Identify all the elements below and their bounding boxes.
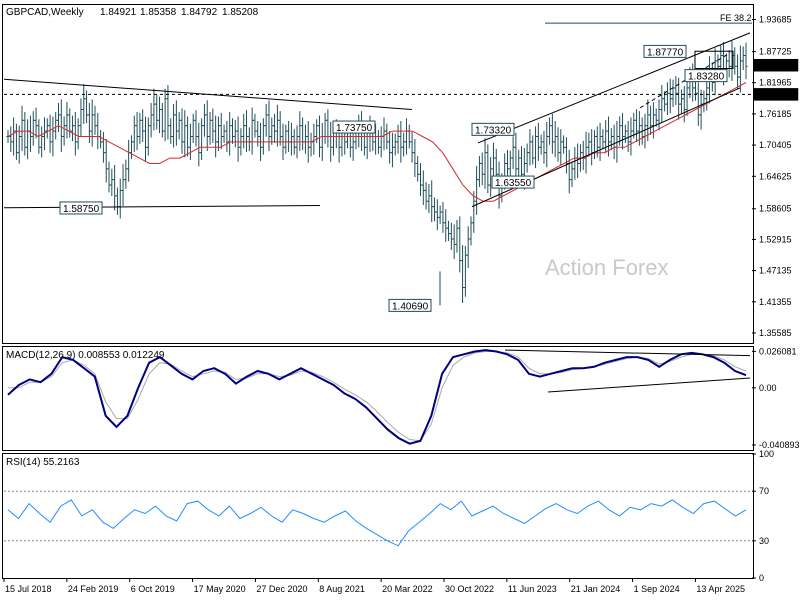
price-annotation: 1.87770 xyxy=(643,44,687,58)
price-y-axis-tick-label: 1.87725 xyxy=(759,47,792,57)
price-annotation-box xyxy=(684,69,728,83)
price-y-axis-tick-label: 1.41355 xyxy=(759,297,792,307)
x-axis-tick-label: 15 Jul 2018 xyxy=(5,584,52,594)
rsi-panel-frame xyxy=(2,453,754,579)
price-annotation-box xyxy=(491,175,535,189)
price-y-axis-tick-label: 1.93685 xyxy=(759,14,792,24)
price-panel-frame xyxy=(2,4,754,344)
macd-signal-line xyxy=(8,351,747,442)
marked-level-tag: 1.79800 xyxy=(753,88,799,101)
price-annotation: 1.73320 xyxy=(471,122,515,136)
fe-label: FE 38.2 xyxy=(720,13,752,23)
price-annotation: 1.63550 xyxy=(491,175,535,189)
price-y-axis-tick-label: 1.81965 xyxy=(759,78,792,88)
rsi-y-axis-tick-label: 30 xyxy=(759,536,769,546)
price-annotation-box xyxy=(643,44,687,58)
price-annotation-label: 1.40690 xyxy=(392,301,429,312)
consolidation-box xyxy=(694,50,734,69)
price-annotation-box xyxy=(471,122,515,136)
triangle-upper-trendline xyxy=(3,78,413,111)
price-panel: 1.87770 1.83280 1.73320 1.63550 1.73750 1.587… xyxy=(3,13,752,312)
axes: 1.93685 1.87725 1.81965 1.76185 1.70405 1.646… xyxy=(3,14,800,594)
price-annotation: 1.83280 xyxy=(684,69,728,83)
price-annotation-label: 1.63550 xyxy=(495,178,532,189)
price-y-axis-tick-label: 1.64625 xyxy=(759,171,792,181)
rsi-y-axis-tick-label: 70 xyxy=(759,486,769,496)
macd-panel-frame xyxy=(2,346,754,451)
macd-y-axis-tick-label: 0.00 xyxy=(759,383,777,393)
price-annotation-label: 1.73750 xyxy=(336,123,373,134)
macd-label: MACD(12,26,9) 0.008553 0.012249 xyxy=(6,350,165,361)
x-axis-tick-label: 20 Mar 2022 xyxy=(382,584,433,594)
x-axis-tick-label: 1 Sep 2024 xyxy=(634,584,680,594)
price-annotation-label: 1.73320 xyxy=(475,125,512,136)
x-axis-tick-label: 17 May 2020 xyxy=(194,584,246,594)
price-annotation-box xyxy=(388,298,432,312)
x-axis-tick-label: 27 Dec 2020 xyxy=(256,584,307,594)
x-axis-tick-label: 24 Feb 2019 xyxy=(68,584,119,594)
price-annotation-label: 1.83280 xyxy=(688,72,725,83)
price-y-axis-tick-label: 1.47135 xyxy=(759,266,792,276)
current-price-tag-label: 1.85208 xyxy=(757,60,790,70)
ohlc-close: 1.85208 xyxy=(222,7,259,18)
macd-panel xyxy=(7,349,751,445)
x-axis-tick-label: 13 Apr 2025 xyxy=(696,584,745,594)
price-annotation-label: 1.58750 xyxy=(63,204,100,215)
moving-average-line xyxy=(7,82,747,202)
watermark: Action Forex xyxy=(545,255,669,280)
x-axis-tick-label: 8 Aug 2021 xyxy=(319,584,365,594)
price-annotation: 1.58750 xyxy=(59,201,103,215)
chart-title: GBPCAD,Weekly xyxy=(6,7,84,18)
price-y-axis-tick-label: 1.35585 xyxy=(759,328,792,338)
price-bar xyxy=(744,42,748,80)
price-y-axis-tick-label: 1.52915 xyxy=(759,234,792,244)
rsi-panel xyxy=(4,490,752,547)
macd-upper-trendline xyxy=(504,349,751,357)
macd-line xyxy=(7,349,747,445)
price-annotation-box xyxy=(59,201,103,215)
price-annotation-box xyxy=(332,120,376,134)
rsi-y-axis-tick-label: 100 xyxy=(759,449,774,459)
macd-y-axis-tick-label: -0.040893 xyxy=(759,440,800,450)
current-price-tag: 1.85208 xyxy=(753,58,799,72)
price-y-axis-tick-label: 1.58605 xyxy=(759,204,792,214)
marked-level-tag-box xyxy=(753,88,799,101)
price-y-axis-tick-label: 1.76185 xyxy=(759,109,792,119)
macd-lower-trendline xyxy=(547,377,751,393)
rsi-line xyxy=(7,499,747,547)
x-axis-tick-label: 30 Oct 2022 xyxy=(445,584,494,594)
x-axis-tick-label: 11 Jun 2023 xyxy=(508,584,557,594)
price-annotation: 1.40690 xyxy=(388,298,432,312)
ohlc-low: 1.84792 xyxy=(181,7,218,18)
price-y-axis-tick-label: 1.70405 xyxy=(759,140,792,150)
triangle-lower-trendline xyxy=(3,205,321,209)
x-axis-tick-label: 21 Jan 2024 xyxy=(571,584,621,594)
current-price-tag-box xyxy=(753,58,799,72)
ohlc-open: 1.84921 xyxy=(100,7,137,18)
price-annotation: 1.73750 xyxy=(332,120,376,134)
rsi-label: RSI(14) 55.2163 xyxy=(6,457,80,468)
rsi-y-axis-tick-label: 0 xyxy=(759,573,764,583)
macd-y-axis-tick-label: 0.026081 xyxy=(759,346,797,356)
ohlc-high: 1.85358 xyxy=(140,7,177,18)
price-annotation-label: 1.87770 xyxy=(647,47,684,58)
x-axis-tick-label: 6 Oct 2019 xyxy=(131,584,175,594)
marked-level-tag-label: 1.79800 xyxy=(757,89,790,99)
